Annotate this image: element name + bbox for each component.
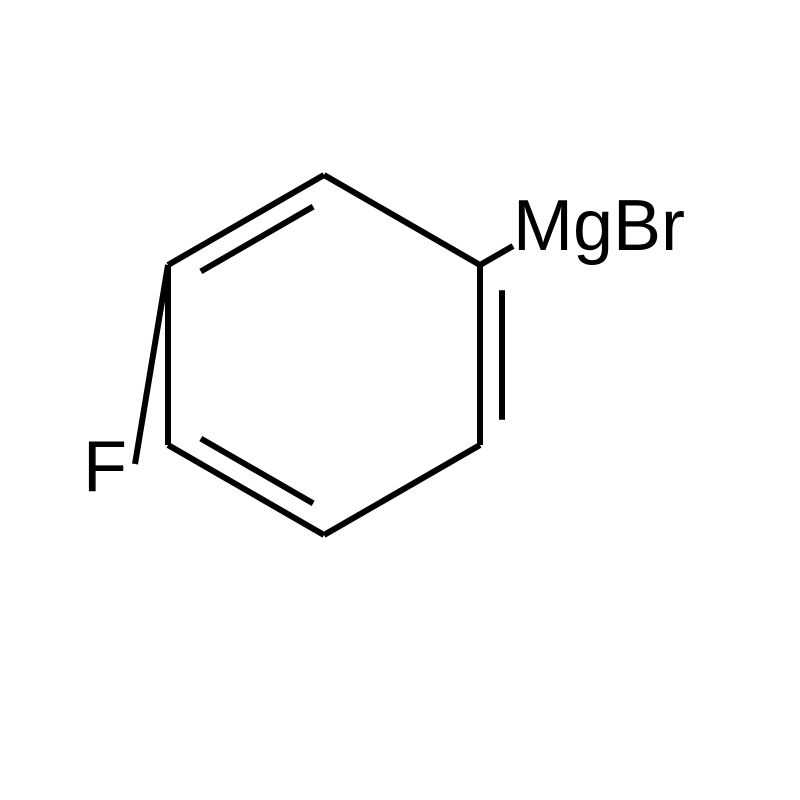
bond-line	[135, 265, 168, 464]
bond-line	[168, 445, 324, 535]
chemical-structure-diagram: F MgBr	[0, 0, 800, 800]
atom-label: F	[83, 427, 127, 507]
bond-line	[168, 175, 324, 265]
bond-line	[324, 175, 480, 265]
atom-label: MgBr	[513, 186, 685, 266]
bond-line	[480, 246, 513, 265]
bond-line	[324, 445, 480, 535]
